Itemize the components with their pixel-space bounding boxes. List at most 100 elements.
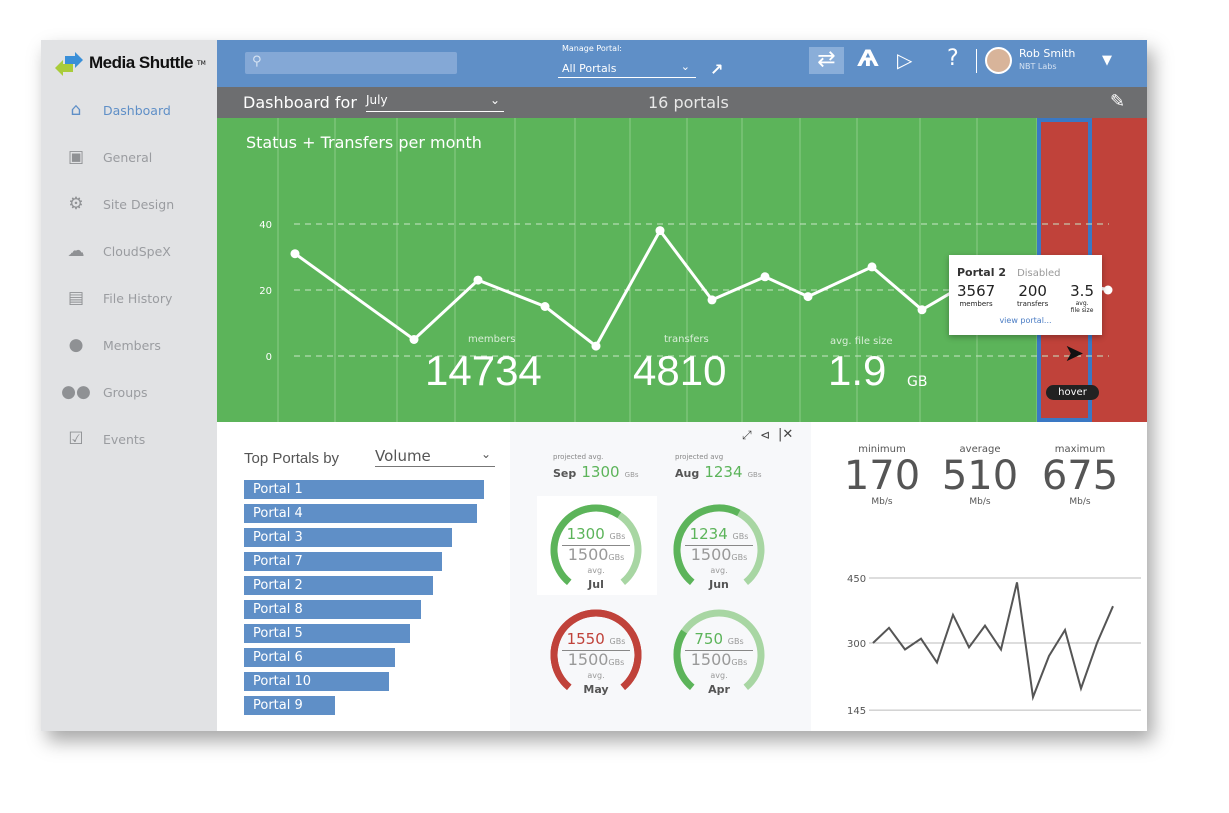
data-point[interactable] — [540, 302, 550, 311]
chevron-down-icon: ⌄ — [680, 60, 690, 73]
logo-text: Media Shuttle — [89, 53, 194, 72]
min-unit: Mb/s — [871, 497, 893, 507]
file-size-label: avg. file size — [830, 336, 893, 347]
tooltip-transfers: 200 — [1018, 282, 1047, 300]
projection-month: Sep — [553, 467, 577, 480]
data-point[interactable] — [591, 341, 601, 351]
gauge-avg: 1500 — [567, 650, 609, 669]
data-point[interactable] — [760, 272, 770, 282]
view-portal-link[interactable]: view portal... — [999, 316, 1052, 325]
portal-bar[interactable]: Portal 7 — [244, 552, 442, 571]
portal-bar-label: Portal 5 — [253, 626, 303, 641]
portal-count: 16 portals — [648, 93, 729, 112]
open-external-icon[interactable]: ↗ — [710, 60, 724, 79]
avatar[interactable] — [985, 47, 1012, 74]
gauge-avg: 1500 — [567, 545, 609, 564]
sidebar: Media Shuttle TM ⌂ Dashboard ▣ General ⚙ Site … — [41, 40, 217, 731]
avg-unit: Mb/s — [969, 497, 991, 507]
sidebar-item-file-history[interactable]: ▤ File History — [65, 288, 172, 308]
portal-bar[interactable]: Portal 8 — [244, 600, 421, 619]
portal-bar-label: Portal 1 — [253, 482, 303, 497]
sidebar-item-site-design[interactable]: ⚙ Site Design — [65, 194, 174, 214]
sidebar-item-events[interactable]: ☑ Events — [65, 429, 145, 449]
gauge-avg-label: avg. — [710, 566, 728, 575]
tooltip-size-label-2: file size — [1070, 307, 1094, 314]
gauge-avg: 1500 — [690, 545, 732, 564]
y-tick-label: 40 — [259, 220, 272, 231]
tooltip-size-label: avg. — [1075, 300, 1089, 307]
data-point[interactable] — [655, 226, 665, 236]
avg-label: average — [959, 444, 1001, 455]
portal-bar-label: Portal 8 — [253, 602, 303, 617]
portal-bar[interactable]: Portal 1 — [244, 480, 484, 499]
portal-bar[interactable]: Portal 4 — [244, 504, 477, 523]
tooltip-size: 3.5 — [1070, 282, 1094, 300]
throughput-line — [872, 582, 1114, 702]
gauge-fill — [673, 629, 695, 691]
members-label: members — [468, 334, 516, 345]
data-point[interactable] — [1103, 285, 1113, 295]
data-point[interactable] — [707, 295, 717, 305]
top-portals-panel: Top Portals by Volume ⌄ Portal 1 Portal 4 P… — [217, 422, 510, 731]
data-point[interactable] — [867, 262, 877, 272]
data-point[interactable] — [803, 292, 813, 302]
send-icon[interactable]: ▷ — [897, 48, 913, 72]
manage-portal-value: All Portals — [562, 62, 617, 75]
portal-bar[interactable]: Portal 10 — [244, 672, 389, 691]
data-point[interactable] — [473, 275, 483, 285]
sidebar-item-label: Dashboard — [103, 102, 171, 118]
sidebar-item-general[interactable]: ▣ General — [65, 147, 152, 167]
y-tick-label: 450 — [847, 574, 866, 585]
group-icon: ●● — [61, 382, 91, 402]
sidebar-item-groups[interactable]: ●● Groups — [61, 382, 147, 402]
data-point[interactable] — [290, 249, 300, 259]
portal-bar[interactable]: Portal 6 — [244, 648, 395, 667]
data-point[interactable] — [917, 305, 927, 315]
sidebar-item-dashboard[interactable]: ⌂ Dashboard — [65, 100, 171, 120]
sidebar-item-label: Members — [103, 337, 161, 353]
edit-pencil-icon[interactable]: ✎ — [1110, 91, 1126, 112]
sync-icon[interactable]: Ѧ — [857, 47, 879, 72]
app-window: Media Shuttle TM ⌂ Dashboard ▣ General ⚙ Site … — [41, 40, 1147, 731]
gauge-avg-unit: GBs — [608, 553, 625, 562]
projection-label: projected avg — [675, 453, 724, 461]
user-org: NBT Labs — [1019, 62, 1057, 71]
volume-gauges-panel: ⤢ ⊲ |✕ projected avg. Sep 1300 GBs project… — [510, 422, 811, 731]
projection-unit: GBs — [624, 471, 639, 479]
gauge-avg-unit: GBs — [608, 658, 625, 667]
data-point[interactable] — [409, 335, 419, 344]
user-name[interactable]: Rob Smith — [1019, 47, 1076, 60]
search-input[interactable]: ⚲ — [245, 52, 457, 74]
help-icon[interactable]: ? — [947, 46, 959, 71]
gauge-apr[interactable]: 750 GBs 1500GBs avg. Apr — [669, 605, 769, 705]
sidebar-item-label: General — [103, 149, 153, 165]
sort-value: Volume — [375, 447, 431, 465]
gauge-fill — [673, 504, 741, 586]
user-menu-caret-icon[interactable]: ▼ — [1102, 53, 1112, 68]
portal-bar[interactable]: Portal 3 — [244, 528, 452, 547]
portal-bar-label: Portal 7 — [253, 554, 303, 569]
portal-bar[interactable]: Portal 5 — [244, 624, 410, 643]
max-value: 675 — [1041, 453, 1119, 499]
close-icon[interactable]: |✕ — [778, 427, 794, 442]
portal-bar[interactable]: Portal 9 — [244, 696, 335, 715]
sidebar-item-cloudspex[interactable]: ☁ CloudSpeX — [65, 241, 171, 261]
sidebar-item-members[interactable]: ● Members — [65, 335, 161, 355]
expand-icon[interactable]: ⤢ — [742, 428, 752, 442]
gauge-unit: GBs — [727, 637, 744, 646]
sort-select[interactable]: Volume ⌄ — [375, 447, 495, 467]
projection-value: 1234 — [704, 463, 743, 481]
gear-icon: ⚙ — [68, 194, 84, 214]
gauge-jul[interactable]: 1300 GBs 1500GBs avg. Jul — [546, 500, 646, 600]
chevron-down-icon: ⌄ — [480, 447, 491, 461]
projection-month: Aug — [675, 467, 700, 480]
gauge-jun[interactable]: 1234 GBs 1500GBs avg. Jun — [669, 500, 769, 600]
search-icon: ⚲ — [252, 54, 262, 69]
portal-bar[interactable]: Portal 2 — [244, 576, 433, 595]
manage-portal-select[interactable]: All Portals ⌄ — [558, 60, 696, 78]
share-icon[interactable]: ⊲ — [760, 428, 771, 442]
gauge-may[interactable]: 1550 GBs 1500GBs avg. May — [546, 605, 646, 705]
file-size-unit: GB — [907, 374, 928, 390]
month-select[interactable]: July ⌄ — [366, 93, 504, 112]
transfers-icon[interactable]: ⇄ — [809, 47, 844, 74]
